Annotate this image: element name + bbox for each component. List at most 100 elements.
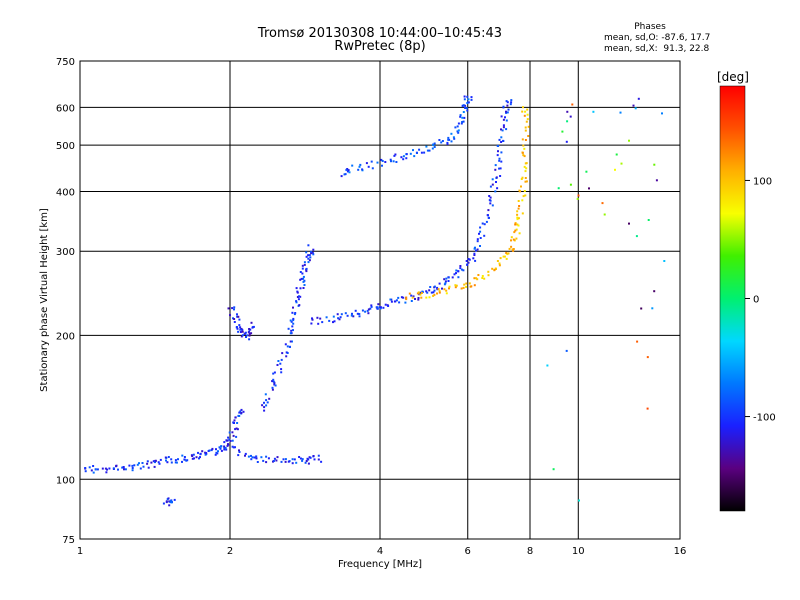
scatter-point bbox=[473, 284, 476, 287]
scatter-point bbox=[253, 456, 256, 459]
scatter-point bbox=[473, 254, 476, 256]
scatter-point bbox=[467, 98, 470, 101]
scatter-point bbox=[518, 189, 521, 192]
scatter-point bbox=[348, 171, 351, 174]
scatter-point bbox=[522, 195, 525, 198]
scatter-point bbox=[358, 313, 361, 315]
scatter-point bbox=[364, 310, 367, 313]
scatter-point bbox=[298, 304, 301, 307]
scatter-point bbox=[215, 451, 218, 454]
scatter-point bbox=[496, 154, 499, 157]
scatter-point bbox=[566, 120, 569, 123]
scatter-point bbox=[239, 331, 242, 333]
scatter-point bbox=[274, 384, 277, 387]
scatter-point bbox=[365, 162, 368, 165]
scatter-point bbox=[121, 466, 124, 469]
scatter-point bbox=[441, 287, 443, 290]
scatter-point bbox=[295, 461, 298, 464]
scatter-point bbox=[284, 343, 287, 346]
scatter-point bbox=[498, 262, 501, 265]
scatter-point bbox=[193, 457, 195, 460]
scatter-point bbox=[302, 280, 305, 283]
scatter-point bbox=[479, 245, 481, 247]
scatter-point bbox=[358, 165, 361, 168]
scatter-point bbox=[265, 455, 268, 458]
scatter-point bbox=[447, 138, 450, 141]
scatter-point bbox=[90, 469, 93, 472]
scatter-point bbox=[487, 214, 489, 217]
scatter-point bbox=[361, 168, 364, 171]
scatter-point bbox=[400, 296, 403, 299]
scatter-point bbox=[432, 294, 435, 297]
scatter-point bbox=[229, 440, 232, 442]
scatter-point bbox=[175, 461, 178, 464]
scatter-point bbox=[105, 471, 108, 474]
scatter-point bbox=[245, 336, 247, 338]
scatter-point bbox=[487, 274, 490, 277]
scatter-point bbox=[237, 454, 240, 457]
scatter-point bbox=[524, 129, 527, 132]
scatter-point bbox=[418, 148, 421, 151]
scatter-point bbox=[296, 296, 299, 298]
scatter-point bbox=[565, 140, 568, 143]
scatter-point bbox=[223, 448, 226, 451]
scatter-point bbox=[514, 222, 517, 225]
scatter-point bbox=[614, 168, 616, 171]
scatter-point bbox=[205, 452, 208, 454]
scatter-point bbox=[463, 95, 466, 98]
scatter-point bbox=[494, 168, 497, 171]
scatter-point bbox=[295, 287, 298, 290]
scatter-point bbox=[628, 222, 630, 225]
scatter-point bbox=[460, 287, 463, 290]
scatter-point bbox=[197, 451, 199, 454]
scatter-point bbox=[233, 419, 236, 422]
scatter-point bbox=[473, 247, 476, 250]
scatter-point bbox=[108, 467, 111, 470]
scatter-point bbox=[174, 461, 177, 464]
scatter-point bbox=[371, 167, 374, 170]
scatter-point bbox=[310, 252, 313, 255]
scatter-point bbox=[241, 328, 244, 331]
scatter-point bbox=[420, 151, 423, 154]
scatter-point bbox=[281, 352, 284, 355]
scatter-point bbox=[218, 446, 221, 449]
scatter-point bbox=[510, 236, 513, 239]
scatter-point bbox=[473, 252, 476, 255]
phases-o-stats: mean, sd,O: -87.6, 17.7 bbox=[604, 33, 711, 43]
scatter-point bbox=[272, 460, 275, 462]
scatter-point bbox=[376, 307, 379, 310]
scatter-point bbox=[506, 111, 509, 114]
scatter-point bbox=[455, 269, 458, 272]
scatter-point bbox=[491, 178, 494, 181]
scatter-point bbox=[195, 456, 198, 459]
scatter-point bbox=[235, 435, 238, 438]
scatter-point bbox=[409, 152, 412, 155]
scatter-point bbox=[421, 290, 424, 293]
scatter-point bbox=[440, 141, 443, 144]
scatter-point bbox=[236, 327, 239, 330]
scatter-point bbox=[479, 230, 482, 233]
scatter-point bbox=[165, 459, 167, 462]
scatter-point bbox=[474, 259, 477, 262]
scatter-point bbox=[463, 98, 466, 101]
scatter-point bbox=[561, 130, 564, 133]
scatter-point bbox=[260, 456, 263, 459]
phases-x-stats: mean, sd,X: 91.3, 22.8 bbox=[604, 44, 710, 54]
axis-ticks: 1 2 4 6 8 10 16 75 100 200 300 400 500 600 750 bbox=[56, 57, 686, 557]
scatter-point bbox=[462, 286, 465, 289]
scatter-point bbox=[232, 446, 235, 449]
scatter-point bbox=[510, 101, 513, 104]
scatter-point bbox=[395, 161, 398, 163]
scatter-point bbox=[524, 110, 527, 113]
scatter-point bbox=[311, 317, 313, 320]
scatter-point bbox=[426, 149, 429, 152]
scatter-point bbox=[500, 141, 503, 143]
scatter-point bbox=[488, 199, 491, 202]
scatter-point bbox=[462, 120, 465, 123]
scatter-point bbox=[293, 458, 296, 461]
scatter-point bbox=[433, 285, 436, 288]
scatter-point bbox=[273, 381, 276, 384]
scatter-point bbox=[495, 176, 498, 179]
scatter-point bbox=[299, 287, 302, 290]
scatter-point bbox=[298, 456, 301, 458]
